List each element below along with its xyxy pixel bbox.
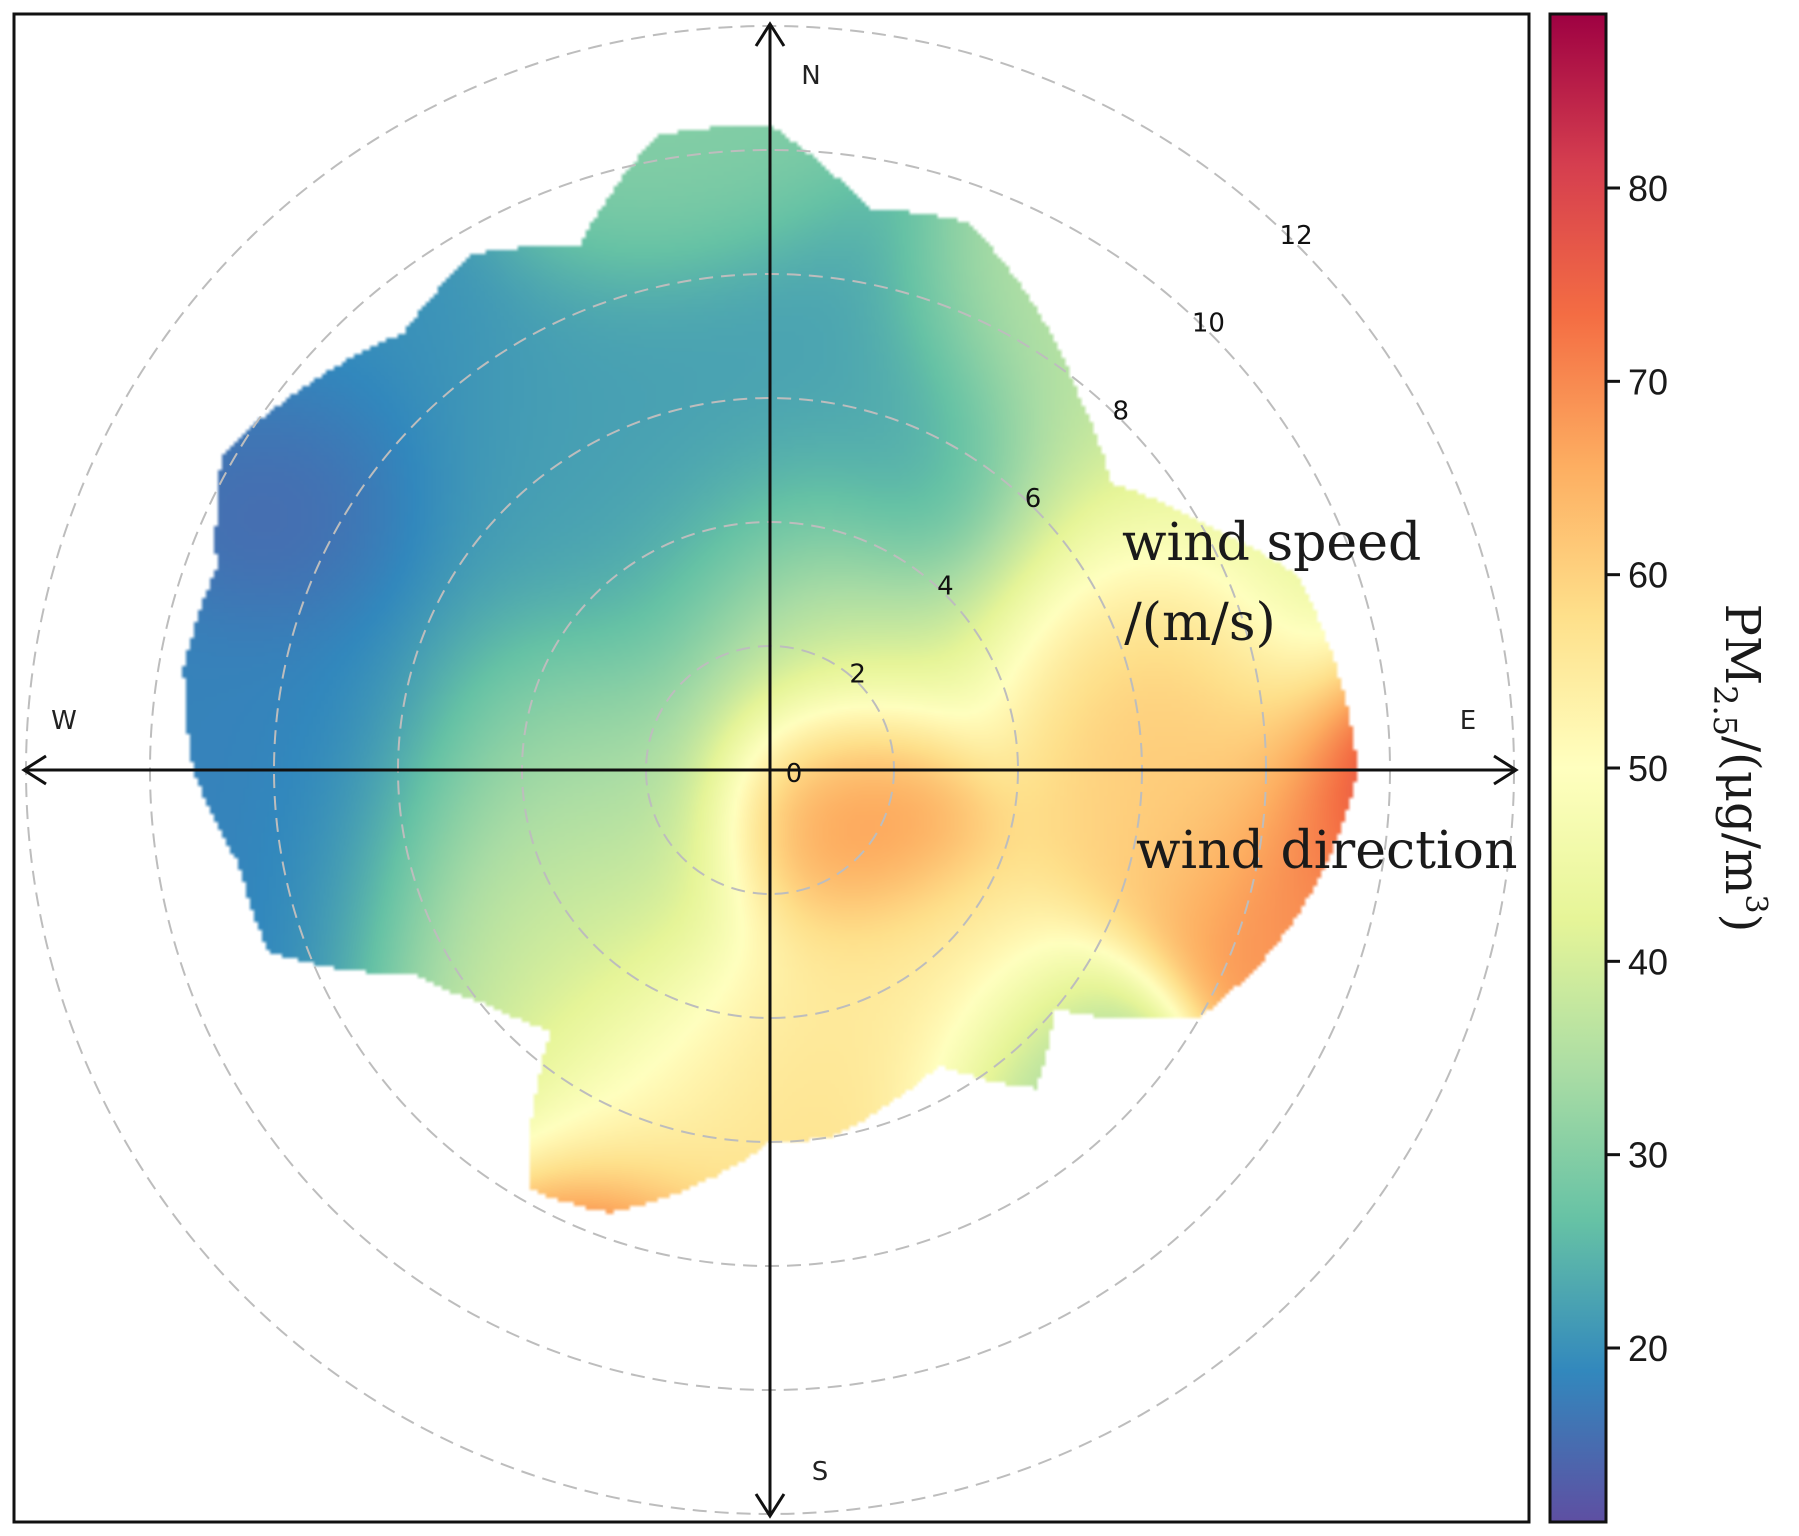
colorbar-tick-label-30: 30 xyxy=(1628,1135,1668,1176)
direction-label-s: S xyxy=(812,1457,829,1487)
colorbar-ticks: 20 30 40 50 60 70 80 xyxy=(1606,168,1668,1369)
colorbar-tick-label-60: 60 xyxy=(1628,555,1668,596)
radial-tick-label-12: 12 xyxy=(1280,221,1313,251)
direction-axes xyxy=(21,21,1519,1519)
radial-tick-label-6: 6 xyxy=(1025,484,1042,514)
arrowhead-east xyxy=(1493,754,1519,786)
radial-tick-label-0: 0 xyxy=(786,759,803,789)
direction-label-w: W xyxy=(51,706,77,736)
colorbar-title-unit: /(μg/m xyxy=(1714,736,1770,895)
radial-tick-labels: 0 2 4 6 8 10 12 xyxy=(786,221,1313,789)
radial-tick-label-8: 8 xyxy=(1112,396,1129,426)
direction-label-e: E xyxy=(1460,706,1476,736)
colorbar xyxy=(1548,12,1608,1524)
wind-direction-label: wind direction xyxy=(1136,821,1517,881)
colorbar-title-subscript: 2.5 xyxy=(1706,685,1744,736)
arrowhead-south xyxy=(754,1493,786,1519)
colorbar-title: PM2.5/(μg/m3) xyxy=(1706,604,1773,933)
wind-speed-unit-label: /(m/s) xyxy=(1124,593,1276,653)
colorbar-tick-label-80: 80 xyxy=(1628,168,1668,209)
colorbar-title-superscript: 3 xyxy=(1738,895,1773,914)
radial-tick-label-2: 2 xyxy=(849,659,866,689)
colorbar-title-close: ) xyxy=(1714,914,1770,933)
colorbar-tick-label-70: 70 xyxy=(1628,361,1668,402)
radial-tick-label-4: 4 xyxy=(937,572,954,602)
arrowhead-west xyxy=(21,754,47,786)
arrowhead-north xyxy=(754,21,786,47)
colorbar-tick-label-50: 50 xyxy=(1628,748,1668,789)
colorbar-title-main: PM xyxy=(1714,604,1770,685)
colorbar-tick-label-40: 40 xyxy=(1628,941,1668,982)
colorbar-tick-label-20: 20 xyxy=(1628,1328,1668,1369)
radial-tick-label-10: 10 xyxy=(1192,309,1225,339)
direction-label-n: N xyxy=(801,61,820,91)
wind-speed-label: wind speed xyxy=(1122,513,1421,573)
